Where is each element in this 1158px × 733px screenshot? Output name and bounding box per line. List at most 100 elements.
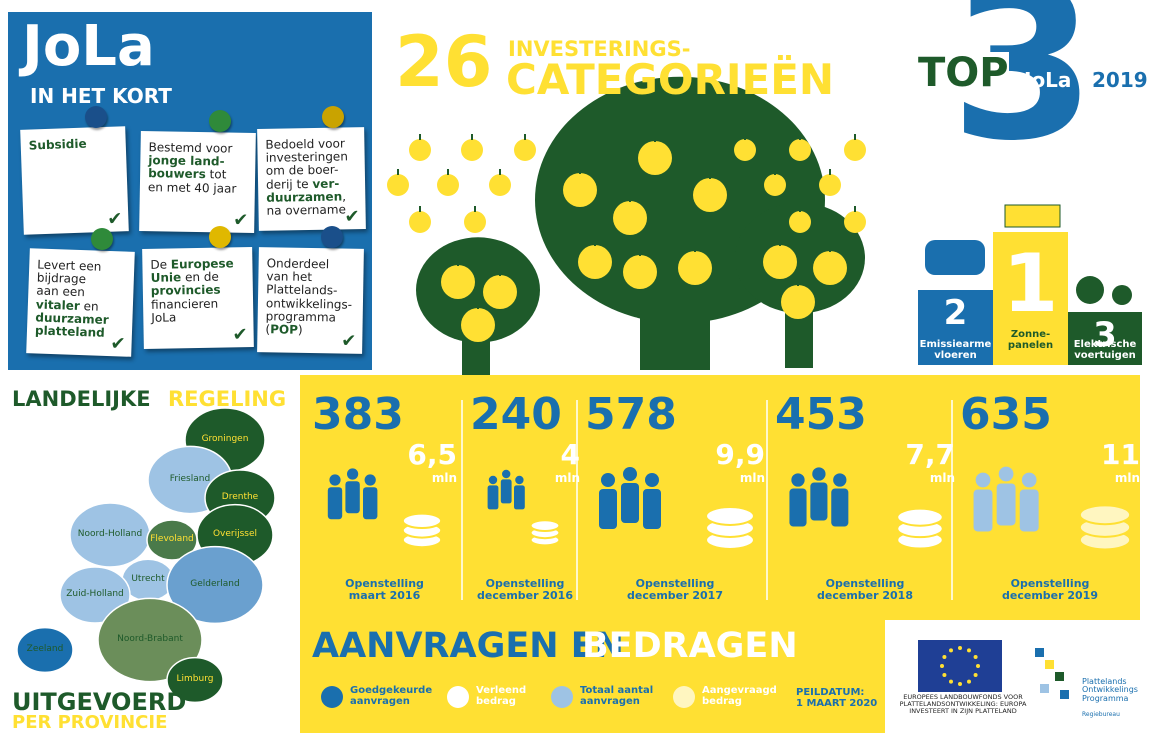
top3-year: 2019 (1092, 68, 1148, 92)
stat-label: Openstelling december 2016 (477, 577, 573, 602)
stat-label: Openstelling december 2017 (627, 577, 723, 602)
stat-amount: 7,7 (905, 438, 955, 471)
province-label: Zuid-Holland (66, 589, 124, 599)
note-text: De (150, 257, 171, 272)
podium-block (1068, 312, 1142, 365)
apple (844, 211, 866, 233)
stat-label: Openstelling december 2019 (1002, 577, 1098, 602)
apple-stem (654, 136, 656, 142)
person-icon (514, 485, 525, 510)
legend-label: Verleend bedrag (476, 685, 527, 707)
person-icon (1021, 472, 1037, 488)
apple (578, 245, 612, 279)
apple-stem (829, 169, 831, 175)
person-icon (810, 482, 828, 521)
eu-text: EUROPEES LANDBOUWFONDS VOOR PLATTELANDSO… (899, 693, 1027, 715)
note-text: ) (297, 322, 303, 337)
apple (563, 173, 597, 207)
eu-star (958, 646, 962, 650)
pushpin (209, 226, 231, 248)
apple-stem (779, 240, 781, 246)
apple (441, 265, 475, 299)
note-text: POP (270, 322, 299, 337)
eu-star (973, 655, 978, 659)
podium-block (918, 290, 993, 365)
province-label: Overijssel (212, 529, 258, 539)
apple (638, 141, 672, 175)
person-icon (975, 472, 991, 488)
apple-stem (477, 303, 479, 309)
person-icon (643, 489, 661, 529)
eu-star (940, 664, 944, 668)
apple-stem (774, 169, 776, 175)
podium-label: Zonne- panelen (1007, 329, 1054, 351)
pop-sub: Regiebureau (1082, 711, 1120, 718)
stat-amount: 11 (1101, 438, 1140, 471)
stat-count: 635 (960, 389, 1052, 440)
person-icon (329, 474, 341, 486)
apple (461, 139, 483, 161)
stat-unit: mln (739, 471, 765, 485)
summary-heading-1: AANVRAGEN EN (312, 626, 624, 666)
map-footer-1: UITGEVOERD (12, 688, 187, 716)
province-label: Flevoland (150, 534, 194, 544)
pop-logo (1055, 672, 1064, 681)
apple (461, 308, 495, 342)
eu-star (973, 673, 978, 677)
province-label: Utrecht (131, 574, 165, 584)
province-label: Gelderland (190, 579, 240, 589)
podium-label: Emissiearme vloeren (919, 339, 992, 361)
apple (819, 174, 841, 196)
cow-icon (925, 240, 985, 275)
apple-stem (499, 270, 501, 276)
podium-label: Elektrische voertuigen (1073, 339, 1137, 361)
person-icon (812, 467, 826, 481)
pushpin (209, 110, 231, 132)
apple (734, 139, 756, 161)
stat-unit: mln (431, 471, 457, 485)
check: ✔ (232, 324, 248, 346)
apple (437, 174, 459, 196)
apple (464, 211, 486, 233)
legend-icon (673, 686, 695, 708)
province-label: Zeeland (26, 644, 64, 654)
check: ✔ (341, 330, 357, 353)
note: De Europese Unie en de provincies financ… (142, 247, 254, 349)
stat-unit: mln (554, 471, 580, 485)
eu-star (967, 679, 971, 684)
apple (763, 245, 797, 279)
stat-amount: 6,5 (407, 438, 457, 471)
legend-icon (551, 686, 573, 708)
pushpin (91, 228, 113, 250)
apple-stem (419, 134, 421, 140)
person-icon (973, 489, 993, 532)
legend-icon (447, 686, 469, 708)
apple (789, 139, 811, 161)
check: ✔ (106, 208, 123, 231)
stat-count: 453 (775, 389, 867, 440)
province-label: Drenthe (221, 492, 259, 502)
summary-panel (300, 618, 885, 733)
apple-stem (457, 260, 459, 266)
legend-label: Goedgekeurde aanvragen (350, 685, 433, 707)
summary-heading-2: BEDRAGEN (582, 626, 798, 666)
apple-stem (799, 134, 801, 140)
apple (678, 251, 712, 285)
tractor-icon (1076, 276, 1104, 304)
person-icon (500, 479, 512, 504)
apple-stem (524, 134, 526, 140)
sun-icon (978, 126, 1006, 154)
note: Onderdeel van het Plattelands- ontwikkel… (257, 247, 364, 354)
solar-panel-icon (1004, 204, 1061, 228)
apple (781, 285, 815, 319)
note-text: Levert een bijdrage aan een (36, 257, 102, 300)
person-icon (599, 489, 617, 529)
apple (409, 139, 431, 161)
coin-icon (896, 507, 944, 527)
eu-star (949, 648, 953, 653)
intro-subtitle: IN HET KORT (30, 84, 172, 108)
apple (623, 255, 657, 289)
stat-count: 240 (470, 389, 562, 440)
